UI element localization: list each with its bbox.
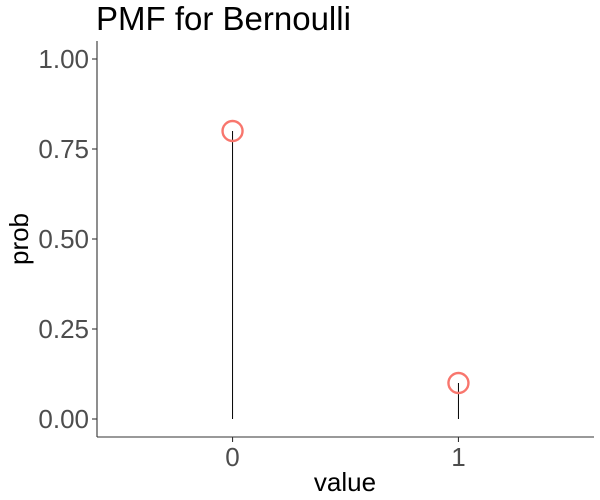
- x-axis-title: value: [314, 467, 376, 497]
- y-axis-title: prob: [4, 213, 34, 265]
- y-tick-label: 0.00: [38, 404, 89, 434]
- y-tick-label: 0.50: [38, 224, 89, 254]
- y-axis: 0.00 0.25 0.50 0.75 1.00: [38, 44, 97, 434]
- points-layer: [221, 119, 470, 395]
- chart-title: PMF for Bernoulli: [96, 0, 351, 37]
- x-tick-label: 0: [225, 442, 239, 472]
- data-point: [447, 371, 470, 395]
- y-tick-label: 0.75: [38, 134, 89, 164]
- stems-layer: [232, 131, 459, 419]
- y-tick-label: 0.25: [38, 314, 89, 344]
- y-tick-label: 1.00: [38, 44, 89, 74]
- data-point: [221, 119, 244, 143]
- x-tick-label: 1: [451, 442, 465, 472]
